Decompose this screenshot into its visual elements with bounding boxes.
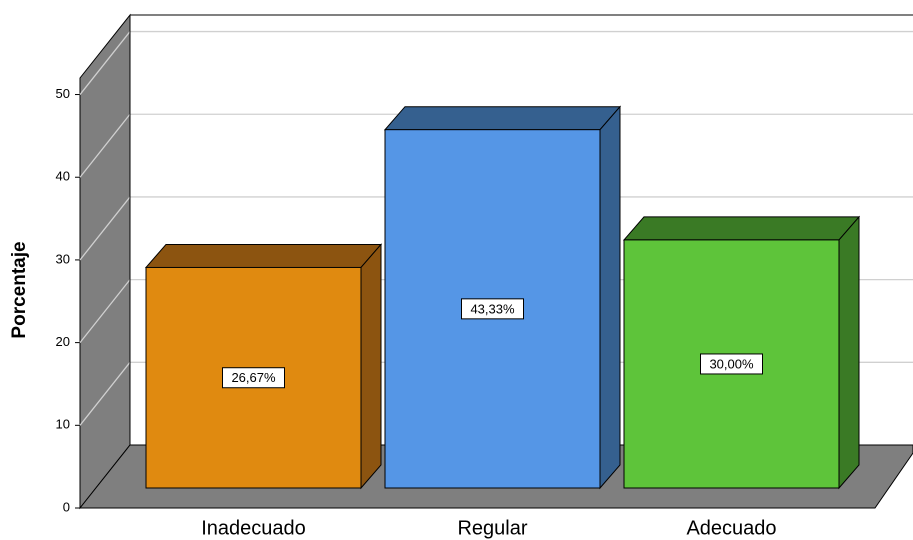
value-label: 26,67%: [231, 370, 276, 385]
left-wall: [79, 13, 131, 510]
y-tick-label: 20: [56, 334, 70, 349]
grid-line: [79, 279, 131, 344]
bar-side: [599, 105, 621, 490]
value-label: 43,33%: [470, 301, 515, 316]
grid-line: [79, 196, 131, 261]
bar-top: [383, 106, 622, 131]
bar-side: [360, 243, 382, 490]
value-label-box: [700, 353, 763, 375]
value-label-box: [222, 367, 285, 389]
y-tick-label: 50: [56, 86, 70, 101]
grid-line: [79, 361, 131, 426]
bar-top: [622, 216, 861, 241]
y-tick-label: 30: [56, 251, 70, 266]
x-tick-label: Regular: [457, 517, 527, 539]
y-axis-title: Porcentaje: [9, 241, 30, 338]
y-tick-label: 0: [63, 499, 70, 514]
value-label: 30,00%: [709, 356, 754, 371]
x-tick-label: Adecuado: [686, 517, 776, 539]
y-tick-label: 40: [56, 169, 70, 184]
y-tick-label: 10: [56, 417, 70, 432]
grid-line: [79, 113, 131, 178]
grid-line: [79, 31, 131, 95]
value-label-box: [461, 298, 524, 320]
bar-top: [144, 243, 383, 268]
bar-side: [838, 215, 860, 490]
x-tick-label: Inadecuado: [201, 517, 306, 539]
